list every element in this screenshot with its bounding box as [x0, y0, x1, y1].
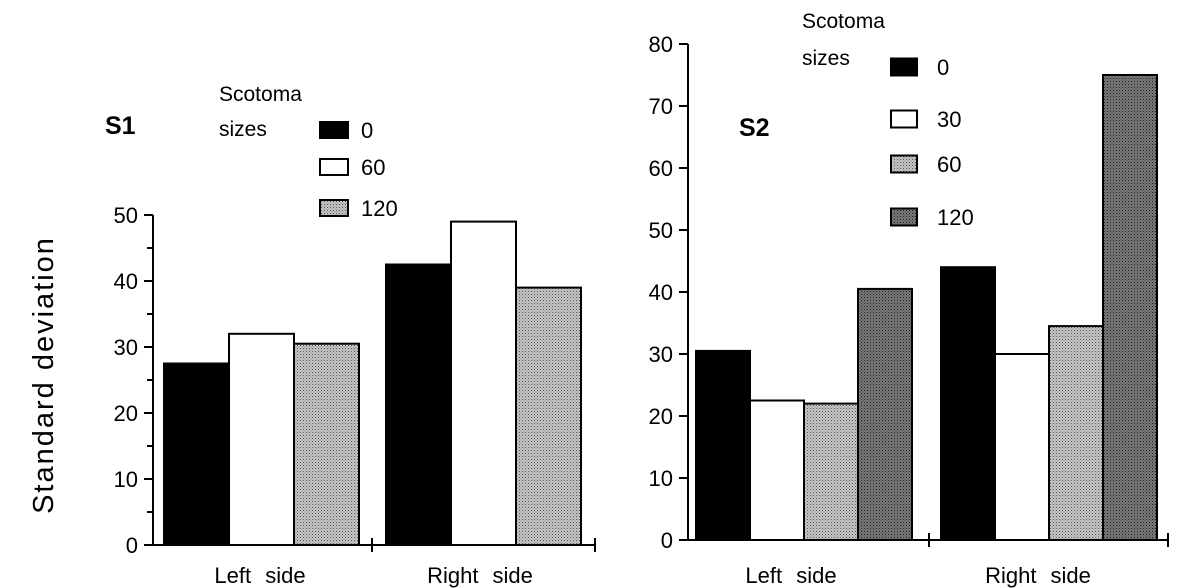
bar-left-size-120: [857, 287, 913, 541]
y-tick-label: 50: [649, 218, 673, 243]
y-tick-label: 30: [114, 335, 138, 360]
y-tick-label: 80: [649, 32, 673, 57]
category-label: Right side: [427, 563, 533, 588]
y-tick-label: 10: [649, 466, 673, 491]
bar-left-size-30: [749, 399, 805, 541]
bar-right-size-0: [385, 263, 452, 546]
legend-title-line1: Scotoma: [219, 83, 302, 106]
bar-right-size-120: [1102, 74, 1158, 541]
legend-label: 120: [937, 205, 974, 230]
y-tick-label: 10: [114, 467, 138, 492]
legend-title-line1: Scotoma: [802, 10, 885, 33]
bar-left-size-60: [228, 332, 295, 546]
legend-swatch: [890, 154, 918, 174]
y-tick-label: 0: [126, 533, 138, 558]
category-label: Right side: [985, 563, 1091, 588]
legend-label: 0: [937, 55, 949, 80]
y-tick-label: 20: [114, 401, 138, 426]
y-tick-label: 40: [649, 280, 673, 305]
legend-swatch: [890, 109, 918, 129]
bar-right-size-30: [994, 353, 1050, 541]
y-tick-label: 50: [114, 203, 138, 228]
bar-right-size-120: [515, 286, 582, 546]
bar-left-size-0: [163, 362, 230, 546]
bar-right-size-0: [940, 266, 996, 541]
bar-left-size-60: [803, 402, 859, 541]
legend-label: 60: [937, 152, 961, 177]
legend-label: 0: [361, 118, 373, 143]
bar-left-size-120: [293, 342, 360, 547]
bar-right-size-60: [450, 220, 517, 546]
legend-title-line2: sizes: [802, 47, 850, 70]
legend-label: 30: [937, 107, 961, 132]
y-tick-label: 60: [649, 156, 673, 181]
legend-swatch: [319, 199, 349, 217]
legend-swatch: [890, 57, 918, 77]
category-label: Left side: [745, 563, 836, 588]
legend-title-line2: sizes: [219, 118, 267, 141]
y-tick-label: 30: [649, 342, 673, 367]
y-tick-label: 20: [649, 404, 673, 429]
y-tick-label: 0: [661, 528, 673, 553]
legend-swatch: [319, 158, 349, 176]
bar-left-size-0: [695, 349, 751, 541]
legend-label: 60: [361, 155, 385, 180]
chart-panel-s1: 0 10 20 30 40 50 Left side Right side S1 Scotoma s…: [105, 83, 596, 588]
legend-swatch: [890, 207, 918, 227]
y-tick-label: 70: [649, 94, 673, 119]
y-tick-label: 40: [114, 269, 138, 294]
y-axis-label: Standard deviation: [28, 236, 60, 514]
panel-label: S1: [105, 112, 136, 140]
legend-label: 120: [361, 196, 398, 221]
panel-label: S2: [739, 114, 770, 142]
chart-panel-s2: 0 10 20 30 40 50 60 70 80 Left side Right side S2 Sc…: [649, 10, 1169, 588]
legend-swatch: [319, 121, 349, 139]
category-label: Left side: [214, 563, 305, 588]
bar-right-size-60: [1048, 325, 1104, 541]
